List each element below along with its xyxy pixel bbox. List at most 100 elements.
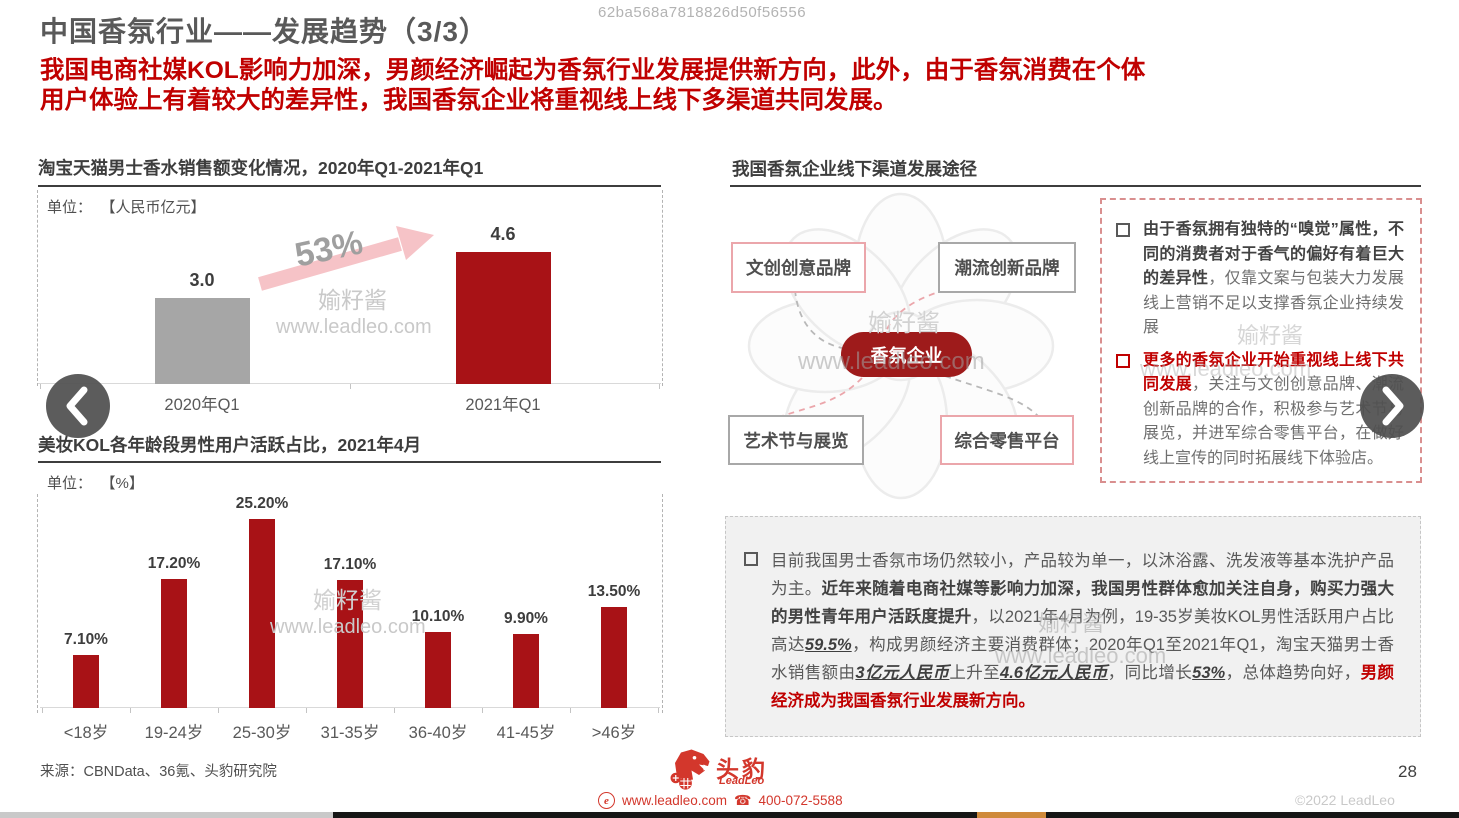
strip-segment	[1046, 812, 1459, 818]
prev-page-button[interactable]	[46, 374, 110, 438]
category-label: 41-45岁	[496, 724, 556, 742]
axis-tick	[482, 708, 483, 713]
strip-segment	[333, 812, 977, 818]
text-segment: 53%	[1192, 664, 1226, 682]
axis-tick	[42, 708, 43, 713]
bar-value-label: 4.6	[490, 224, 516, 244]
axis-tick	[658, 708, 659, 713]
bullet-marker-icon	[1116, 353, 1130, 368]
bullet-item: 更多的香氛企业开始重视线上线下共同发展，关注与文创创意品牌、潮流创新品牌的合作，…	[1116, 349, 1404, 472]
text-segment: 上升至	[949, 664, 1001, 682]
bar-value-label: 3.0	[189, 270, 215, 290]
growth-arrow-icon	[258, 226, 434, 291]
text-segment: 由于香氛拥有独特的“嗅觉”属性，不同的消费者对于香气的偏好有着巨大的差异性	[1143, 221, 1404, 287]
sales-chart-frame	[37, 190, 663, 386]
axis-tick	[350, 384, 351, 389]
diagram-node-art-festival-exhibition: 艺术节与展览	[728, 415, 864, 465]
subtitle-line-1: 我国电商社媒KOL影响力加深，男颜经济崛起为香氛行业发展提供新方向，此外，由于香…	[40, 57, 1146, 84]
unit-label: 单位：	[47, 199, 93, 216]
sales-chart-unit: 单位： 【人民币亿元】	[47, 196, 206, 217]
leadleo-leopard-logo-icon	[670, 749, 711, 790]
text-segment: 近年来随着电商社媒等影响力加深，我国男性群体愈加关注自身，购买力强大的男性青年用…	[771, 580, 1395, 626]
text-segment: 目前我国男士香氛市场仍然较小，产品较为单一，以沐浴露、洗发液等基本洗护产品为主。	[771, 552, 1394, 598]
strip-segment	[977, 812, 1046, 818]
bullet-marker-icon	[1116, 223, 1130, 237]
summary-panel: 目前我国男士香氛市场仍然较小，产品较为单一，以沐浴露、洗发液等基本洗护产品为主。…	[725, 516, 1421, 737]
logo-text-en: LeadLeo	[719, 775, 765, 787]
bar-value-label: 25.20%	[235, 495, 289, 512]
bar-value-label: 10.10%	[411, 608, 465, 625]
category-label: 31-35岁	[320, 724, 380, 742]
diagram-node-integrated-retail-platform: 综合零售平台	[940, 415, 1074, 465]
diagram-node-cultural-creative-brand: 文创创意品牌	[731, 242, 866, 293]
text-segment: ，以2021年4月为例，19-35岁美妆KOL男性活跃用户占比高达	[771, 608, 1394, 654]
text-segment: 4.6亿元人民币	[1000, 664, 1108, 682]
bar-<18岁	[73, 655, 99, 708]
axis-tick	[394, 708, 395, 713]
browser-e-icon: e	[598, 792, 615, 809]
subtitle-line-2: 用户体验上有着较大的差异性，我国香氛企业将重视线上线下多渠道共同发展。	[40, 86, 898, 114]
footer-contact: e www.leadleo.com ☎ 400-072-5588	[598, 792, 843, 809]
axis-tick	[218, 708, 219, 713]
kol-chart-unit: 单位： 【%】	[47, 472, 144, 493]
unit-label: 单位：	[47, 475, 93, 492]
text-segment: 男颜经济成为我国香氛行业发展新方向。	[771, 664, 1395, 710]
category-label: 36-40岁	[408, 724, 468, 742]
unit-value: 【人民币亿元】	[108, 199, 206, 216]
diagram-node-trend-innovation-brand: 潮流创新品牌	[938, 242, 1076, 293]
next-page-button[interactable]	[1360, 374, 1424, 438]
viewer-progress-strip[interactable]	[0, 812, 1459, 818]
bullet-marker-icon	[744, 552, 758, 566]
insight-bullet-list: 由于香氛拥有独特的“嗅觉”属性，不同的消费者对于香气的偏好有着巨大的差异性，仅靠…	[1116, 218, 1404, 471]
chevron-left-icon	[66, 386, 88, 426]
text-segment: ，构成男颜经济主要消费群体；2020年Q1至2021年Q1，淘宝天猫男士香水销售…	[771, 636, 1395, 682]
kol-chart-frame	[37, 494, 663, 713]
bar-2021年Q1	[455, 252, 551, 384]
axis-tick	[306, 708, 307, 713]
logo-text-cn: 头豹	[716, 756, 768, 782]
bar-36-40岁	[425, 632, 451, 708]
page-title: 中国香氛行业——发展趋势（3/3）	[40, 16, 488, 47]
bullet-item: 目前我国男士香氛市场仍然较小，产品较为单一，以沐浴露、洗发液等基本洗护产品为主。…	[744, 547, 1394, 715]
x-axis	[38, 383, 661, 384]
phone-number[interactable]: 400-072-5588	[758, 793, 843, 808]
text-segment: 更多的香氛企业开始重视线上线下共同发展	[1143, 351, 1404, 394]
summary-bullet-list: 目前我国男士香氛市场仍然较小，产品较为单一，以沐浴露、洗发液等基本洗护产品为主。…	[744, 547, 1394, 715]
bar->46岁	[601, 607, 627, 708]
axis-tick	[570, 708, 571, 713]
bullet-text: 由于香氛拥有独特的“嗅觉”属性，不同的消费者对于香气的偏好有着巨大的差异性，仅靠…	[1143, 218, 1404, 341]
diagram-title-rule	[730, 185, 1421, 187]
page-subtitle: 我国电商社媒KOL影响力加深，男颜经济崛起为香氛行业发展提供新方向，此外，由于香…	[40, 56, 1145, 115]
text-segment: 59.5%	[804, 636, 852, 654]
bar-31-35岁	[337, 580, 363, 708]
text-segment: ，仅靠文案与包装大力发展线上营销不足以支撑香氛企业持续发展	[1143, 270, 1404, 336]
kol-title-rule	[38, 461, 661, 463]
bar-41-45岁	[513, 634, 539, 708]
category-label: <18岁	[63, 724, 109, 742]
sales-title-rule	[38, 185, 661, 187]
bar-value-label: 17.20%	[147, 555, 201, 572]
chevron-right-icon	[1382, 386, 1404, 426]
text-segment: 3亿元人民币	[855, 664, 950, 682]
page-number: 28	[1398, 762, 1417, 781]
category-label: 2021年Q1	[465, 396, 541, 414]
text-segment: ，关注与文创创意品牌、潮流创新品牌的合作，积极参与艺术节与展览，并进军综合零售平…	[1143, 376, 1404, 467]
kol-chart-title: 美妆KOL各年龄段男性用户活跃占比，2021年4月	[38, 435, 422, 455]
text-segment: ，总体趋势向好，	[1225, 664, 1361, 682]
strip-segment	[0, 812, 333, 818]
category-label: 25-30岁	[232, 724, 292, 742]
bullet-text: 更多的香氛企业开始重视线上线下共同发展，关注与文创创意品牌、潮流创新品牌的合作，…	[1143, 349, 1404, 472]
axis-tick	[130, 708, 131, 713]
website-link[interactable]: www.leadleo.com	[622, 793, 728, 808]
bullet-item: 由于香氛拥有独特的“嗅觉”属性，不同的消费者对于香气的偏好有着巨大的差异性，仅靠…	[1116, 218, 1404, 341]
unit-value: 【%】	[108, 475, 144, 492]
connector-lines	[781, 289, 1039, 417]
category-label: >46岁	[591, 724, 637, 742]
bar-value-label: 9.90%	[504, 610, 548, 627]
diagram-center-fragrance-company: 香氛企业	[841, 332, 972, 377]
category-label: 19-24岁	[144, 724, 204, 742]
bar-19-24岁	[161, 579, 187, 708]
bar-value-label: 7.10%	[64, 631, 108, 648]
phone-icon: ☎	[734, 792, 752, 808]
